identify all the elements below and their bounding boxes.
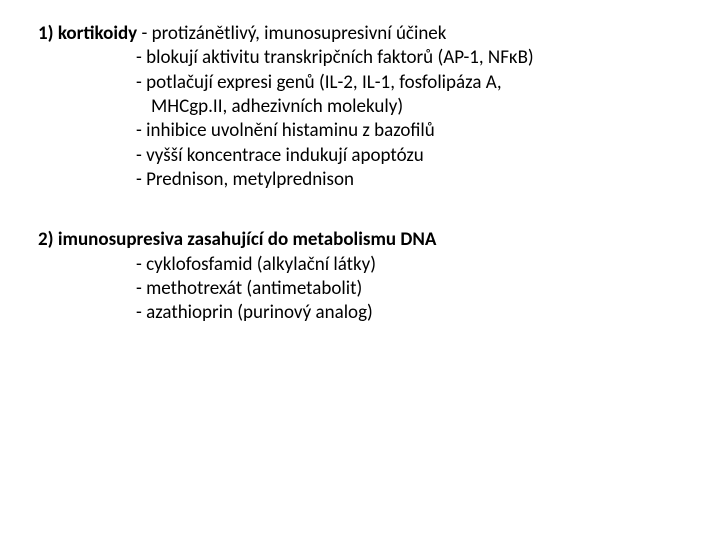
section1-line3: - potlačují expresi genů (IL-2, IL-1, fo…: [38, 71, 720, 95]
section1-line5: - inhibice uvolnění histaminu z bazofilů: [38, 119, 720, 143]
section1-head-after: - protizánětlivý, imunosupresivní účinek: [137, 22, 446, 45]
section-imunosupresiva: 2) imunosupresiva zasahující do metaboli…: [38, 228, 720, 325]
section2-first-line: 2) imunosupresiva zasahující do metaboli…: [38, 228, 720, 252]
document-body: 1) kortikoidy - protizánětlivý, imunosup…: [0, 0, 720, 325]
section1-line7: - Prednison, metylprednison: [38, 168, 720, 192]
section1-line6: - vyšší koncentrace indukují apoptózu: [38, 144, 720, 168]
section-kortikoidy: 1) kortikoidy - protizánětlivý, imunosup…: [38, 22, 720, 192]
section1-first-line: 1) kortikoidy - protizánětlivý, imunosup…: [38, 22, 720, 46]
section1-line4: MHCgp.II, adhezivních molekuly): [38, 95, 720, 119]
section2-heading: 2) imunosupresiva zasahující do metaboli…: [38, 228, 436, 251]
section1-line2: - blokují aktivitu transkripčních faktor…: [38, 46, 720, 70]
section2-line4: - azathioprin (purinový analog): [38, 301, 720, 325]
section2-line3: - methotrexát (antimetabolit): [38, 277, 720, 301]
section1-heading: 1) kortikoidy: [38, 22, 137, 45]
section2-line2: - cyklofosfamid (alkylační látky): [38, 253, 720, 277]
